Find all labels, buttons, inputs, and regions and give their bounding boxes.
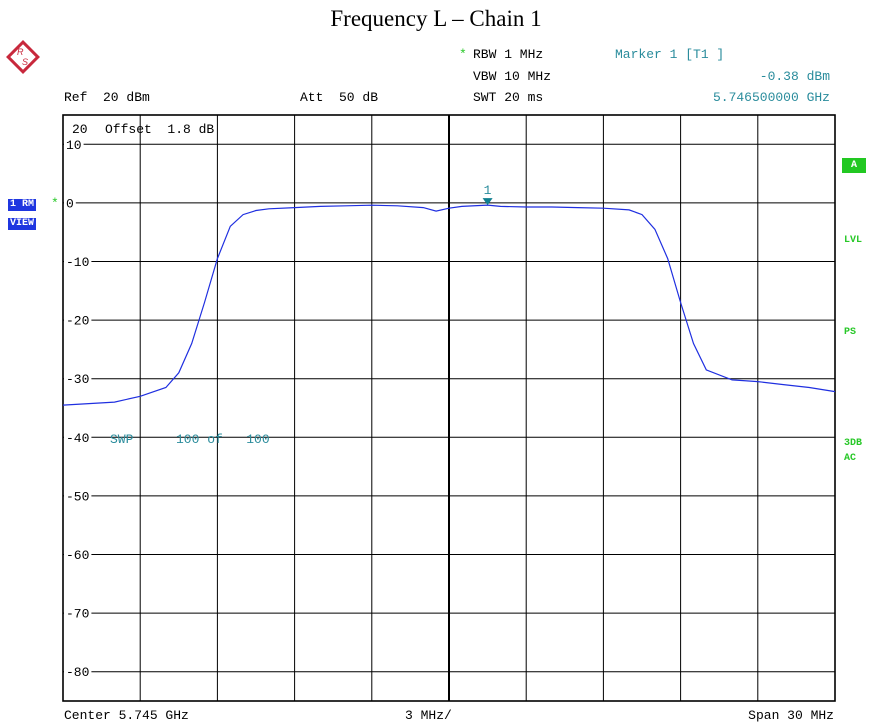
sweep-count: 100 of 100 — [176, 432, 270, 447]
y-tick-backdrop — [64, 605, 92, 621]
trace-mode-badge: 1 RM — [8, 199, 37, 211]
y-tick-backdrop — [64, 253, 92, 269]
page-title: Frequency L – Chain 1 — [330, 6, 542, 31]
y-tick-label: -40 — [66, 431, 89, 446]
offset-ref-label: 20 — [72, 122, 88, 137]
y-tick-label: 0 — [66, 196, 74, 211]
y-tick-backdrop — [64, 312, 92, 328]
plot-grid — [62, 114, 836, 702]
input-a-badge: A — [842, 158, 866, 173]
y-tick-label: 10 — [66, 138, 82, 153]
marker-1-triangle — [482, 198, 493, 206]
ac-tag: AC — [844, 453, 857, 464]
sweep-label: SWP — [110, 432, 134, 447]
y-tick-label: -80 — [66, 665, 89, 680]
y-tick-backdrop — [64, 663, 92, 679]
y-tick-backdrop — [64, 546, 92, 562]
freq-per-division: 3 MHz/ — [405, 708, 452, 723]
y-tick-labels: -80 -70 -60 -50 -40 -30 -20 -10 0 10 — [64, 136, 92, 680]
svg-text:R: R — [17, 47, 24, 57]
center-frequency: Center 5.745 GHz — [64, 708, 189, 723]
y-tick-backdrop — [64, 429, 92, 445]
sweep-time-readout: SWT 20 ms — [473, 90, 544, 105]
y-tick-backdrop — [64, 194, 76, 210]
marker-1-label: 1 — [484, 183, 492, 198]
trace-1-line — [62, 204, 836, 406]
trace-view-badge: VIEW — [8, 218, 37, 230]
lvl-tag: LVL — [844, 235, 863, 246]
svg-text:S: S — [22, 57, 28, 67]
rbw-readout: RBW 1 MHz — [473, 47, 544, 62]
y-tick-label: -10 — [66, 255, 89, 270]
marker-level: -0.38 dBm — [759, 69, 830, 84]
marker-frequency: 5.746500000 GHz — [712, 90, 830, 105]
y-tick-backdrop — [64, 370, 92, 386]
ps-tag: PS — [844, 327, 857, 338]
y-tick-label: -30 — [66, 372, 89, 387]
rohde-schwarz-logo: R S — [6, 40, 40, 74]
3db-tag: 3DB — [844, 438, 863, 449]
vbw-readout: VBW 10 MHz — [473, 69, 552, 84]
trace-mode-star: * — [51, 196, 59, 211]
attenuation-readout: Att 50 dB — [300, 90, 379, 105]
y-tick-label: -20 — [66, 314, 89, 329]
y-tick-label: -70 — [66, 607, 89, 622]
marker-group: 1 — [482, 183, 493, 206]
y-tick-label: -50 — [66, 489, 89, 504]
span-frequency: Span 30 MHz — [748, 708, 834, 723]
ref-level-readout: Ref 20 dBm — [64, 90, 150, 105]
rbw-coupled-star: * — [459, 47, 467, 62]
y-tick-label: -60 — [66, 548, 89, 563]
marker-title: Marker 1 [T1 ] — [615, 47, 725, 62]
y-tick-backdrop — [64, 136, 84, 152]
offset-label: Offset 1.8 dB — [105, 122, 214, 137]
y-tick-backdrop — [64, 487, 92, 503]
